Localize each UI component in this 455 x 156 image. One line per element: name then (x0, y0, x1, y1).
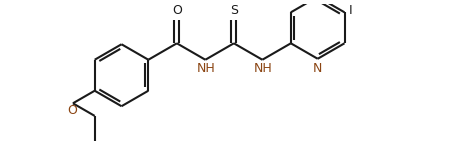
Text: I: I (348, 4, 351, 17)
Text: NH: NH (253, 62, 272, 75)
Text: NH: NH (197, 62, 215, 75)
Text: S: S (229, 4, 238, 17)
Text: O: O (67, 104, 77, 117)
Text: O: O (172, 4, 182, 17)
Text: N: N (312, 62, 322, 75)
